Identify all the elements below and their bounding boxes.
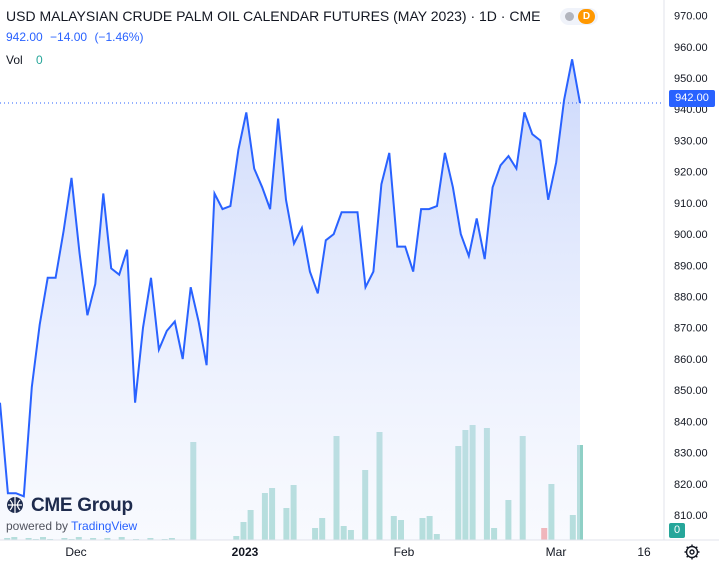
volume-label: Vol — [6, 53, 23, 67]
y-tick-label: 910.00 — [674, 198, 708, 210]
volume-legend: Vol 0 — [6, 53, 43, 67]
logo-powered-by: powered by — [6, 519, 69, 533]
y-tick-label: 860.00 — [674, 354, 708, 366]
x-tick-label: Dec — [65, 545, 86, 559]
price-change: −14.00 — [50, 30, 88, 44]
cme-globe-icon — [7, 497, 23, 513]
price-area-fill — [0, 59, 580, 541]
y-tick-label: 840.00 — [674, 416, 708, 428]
price-line — [0, 59, 581, 498]
data-status-badge[interactable]: D — [560, 8, 598, 25]
price-change-percent: (−1.46%) — [94, 30, 144, 44]
y-tick-label: 880.00 — [674, 292, 708, 304]
x-tick-label: 16 — [637, 545, 651, 559]
y-tick-label: 930.00 — [674, 135, 708, 147]
volume-tag: 0 — [669, 523, 685, 538]
last-price: 942.00 — [6, 30, 43, 44]
y-tick-label: 890.00 — [674, 260, 708, 272]
status-dot-icon — [565, 12, 574, 21]
volume-value: 0 — [36, 53, 43, 67]
delayed-badge: D — [578, 9, 595, 24]
y-tick-label: 820.00 — [674, 479, 708, 491]
x-tick-label: 2023 — [232, 545, 259, 559]
last-price-tag: 942.00 — [669, 90, 715, 107]
y-tick-label: 870.00 — [674, 323, 708, 335]
x-tick-label: Feb — [394, 545, 415, 559]
y-tick-label: 920.00 — [674, 167, 708, 179]
x-tick-label: Mar — [546, 545, 567, 559]
settings-gear-icon[interactable] — [683, 543, 701, 561]
y-tick-label: 940.00 — [674, 104, 708, 116]
time-axis: Dec 2023 Feb Mar 16 — [65, 545, 651, 559]
price-quote: 942.00 −14.00 (−1.46%) — [6, 30, 147, 44]
logo-brand: CME Group — [30, 495, 133, 516]
chart-title: USD MALAYSIAN CRUDE PALM OIL CALENDAR FU… — [6, 8, 541, 24]
price-axis: 810.00 820.00 830.00 840.00 850.00 860.00 870.… — [674, 11, 708, 522]
y-tick-label: 850.00 — [674, 385, 708, 397]
y-tick-label: 970.00 — [674, 11, 708, 23]
y-tick-label: 830.00 — [674, 448, 708, 460]
y-tick-label: 810.00 — [674, 510, 708, 522]
y-tick-label: 950.00 — [674, 73, 708, 85]
y-tick-label: 960.00 — [674, 42, 708, 54]
cme-group-logo[interactable]: CME Group powered by TradingView — [6, 495, 137, 533]
y-tick-label: 900.00 — [674, 229, 708, 241]
logo-tradingview: TradingView — [71, 519, 138, 533]
